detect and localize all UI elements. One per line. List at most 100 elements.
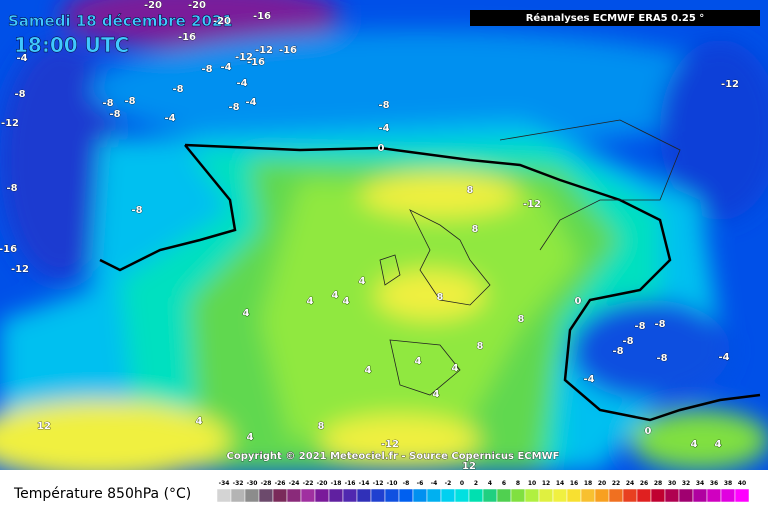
colorbar-tick-label: -20	[317, 480, 328, 487]
zero-isotherm	[99, 143, 761, 422]
isotherm-label: 4	[247, 432, 254, 443]
isotherm-label: -4	[16, 53, 27, 64]
colorbar-tick-label: -2	[445, 480, 452, 487]
isotherm-label: -16	[247, 57, 265, 68]
colorbar-cell	[496, 488, 512, 503]
source: Réanalyses ECMWF ERA5 0.25 °	[526, 12, 705, 24]
isotherm-label: -8	[654, 319, 665, 330]
isotherm-label: 8	[477, 341, 484, 352]
isotherm-label: -20	[188, 0, 206, 11]
colorbar-tick-label: 2	[474, 480, 478, 487]
colorbar-cell	[454, 488, 470, 503]
isotherm-label: -8	[656, 353, 667, 364]
colorbar-cell	[412, 488, 428, 503]
isotherm-label: -8	[109, 109, 120, 120]
isotherm-label: -16	[0, 244, 17, 255]
map-field	[0, 0, 768, 480]
time: 18:00 UTC	[14, 33, 129, 57]
isotherm-label: -4	[245, 97, 256, 108]
isotherm-label: -8	[172, 84, 183, 95]
colorbar-tick-label: 22	[612, 480, 620, 487]
colorbar-cell	[314, 488, 330, 503]
colorbar-tick-label: 6	[502, 480, 506, 487]
colorbar-tick-label: -14	[359, 480, 370, 487]
colorbar-cell	[594, 488, 610, 503]
isotherm-labels: -20 -20-20 -16-16-12 -16-12-16-8 -4-4-8-12-8…	[0, 0, 739, 472]
isotherm-label: -12	[523, 199, 541, 210]
isotherm-label: 4	[243, 308, 250, 319]
colorbar-cell	[440, 488, 456, 503]
colorbar-tick-label: -26	[275, 480, 286, 487]
isotherm-label: 12	[37, 421, 51, 432]
colorbar-tick-label: 34	[696, 480, 704, 487]
colorbar-tick-label: 12	[542, 480, 550, 487]
isotherm-label: -8	[634, 321, 645, 332]
colorbar-cell	[706, 488, 722, 503]
isotherm-label: -12	[721, 79, 739, 90]
copyright: Copyright © 2021 Meteociel.fr - Source C…	[227, 451, 560, 462]
colorbar-cell	[510, 488, 526, 503]
colorbar-tick-label: 18	[584, 480, 592, 487]
isotherm-label: -4	[164, 113, 175, 124]
colorbar-cell	[426, 488, 442, 503]
source-box	[470, 10, 760, 26]
isotherm-label: -16	[178, 32, 196, 43]
colorbar-tick-label: 14	[556, 480, 564, 487]
isotherm-label: -8	[378, 100, 389, 111]
colorbar-cell	[286, 488, 302, 503]
isotherm-label: -8	[612, 346, 623, 357]
colorbar-cell	[566, 488, 582, 503]
isotherm-label: -8	[201, 64, 212, 75]
isotherm-label: -4	[583, 374, 594, 385]
isotherm-label: 4	[365, 365, 372, 376]
colorbar-cell	[230, 488, 246, 503]
isotherm-label: -20	[213, 16, 231, 27]
isotherm-label: 8	[467, 185, 474, 196]
isotherm-label: 8	[318, 421, 325, 432]
colorbar-cell	[216, 488, 232, 503]
colorbar-tick-label: -22	[303, 480, 314, 487]
isotherm-label: 4	[343, 296, 350, 307]
colorbar-tick-label: -32	[233, 480, 244, 487]
coastlines	[379, 119, 681, 396]
colorbar-tick-label: -16	[345, 480, 356, 487]
colorbar-tick-label: -8	[403, 480, 410, 487]
colorbar-cell	[370, 488, 386, 503]
isotherm-label: -8	[102, 98, 113, 109]
colorbar-cell	[384, 488, 400, 503]
isotherm-label: -16	[279, 45, 297, 56]
colorbar-cell	[692, 488, 708, 503]
colorbar-cell	[272, 488, 288, 503]
isotherm-label: 4	[415, 356, 422, 367]
isotherm-label: -4	[378, 123, 389, 134]
colorbar-tick-label: 10	[528, 480, 536, 487]
isotherm-label: -8	[622, 336, 633, 347]
colorbar-tick-label: 24	[626, 480, 634, 487]
colorbar-cell	[734, 488, 750, 503]
colorbar-tick-label: 20	[598, 480, 606, 487]
legend-title: Température 850hPa (°C)	[13, 486, 191, 502]
isotherm-label: -8	[228, 102, 239, 113]
isotherm-label: 4	[691, 439, 698, 450]
isotherm-label: -8	[131, 205, 142, 216]
isotherm-label: 4	[332, 290, 339, 301]
isotherm-label: 4	[307, 296, 314, 307]
isotherm-label: 4	[715, 439, 722, 450]
colorbar-tick-label: -10	[387, 480, 398, 487]
colorbar-cell	[398, 488, 414, 503]
colorbar: -34 -32 -30 -28 -26 -24 -22 -20 -18 -16 -14 -12 -10-…	[216, 480, 750, 503]
colorbar-cell	[538, 488, 554, 503]
isotherm-label: -20	[144, 0, 162, 11]
colorbar-tick-label: -24	[289, 480, 300, 487]
colorbar-cell	[300, 488, 316, 503]
colorbar-cell	[678, 488, 694, 503]
colorbar-cell	[650, 488, 666, 503]
colorbar-cell	[636, 488, 652, 503]
colorbar-tick-label: -34	[219, 480, 230, 487]
isotherm-label: 0	[645, 426, 652, 437]
colorbar-tick-label: 4	[488, 480, 492, 487]
colorbar-cell	[328, 488, 344, 503]
colorbar-tick-label: -12	[373, 480, 384, 487]
colorbar-tick-label: 40	[738, 480, 746, 487]
